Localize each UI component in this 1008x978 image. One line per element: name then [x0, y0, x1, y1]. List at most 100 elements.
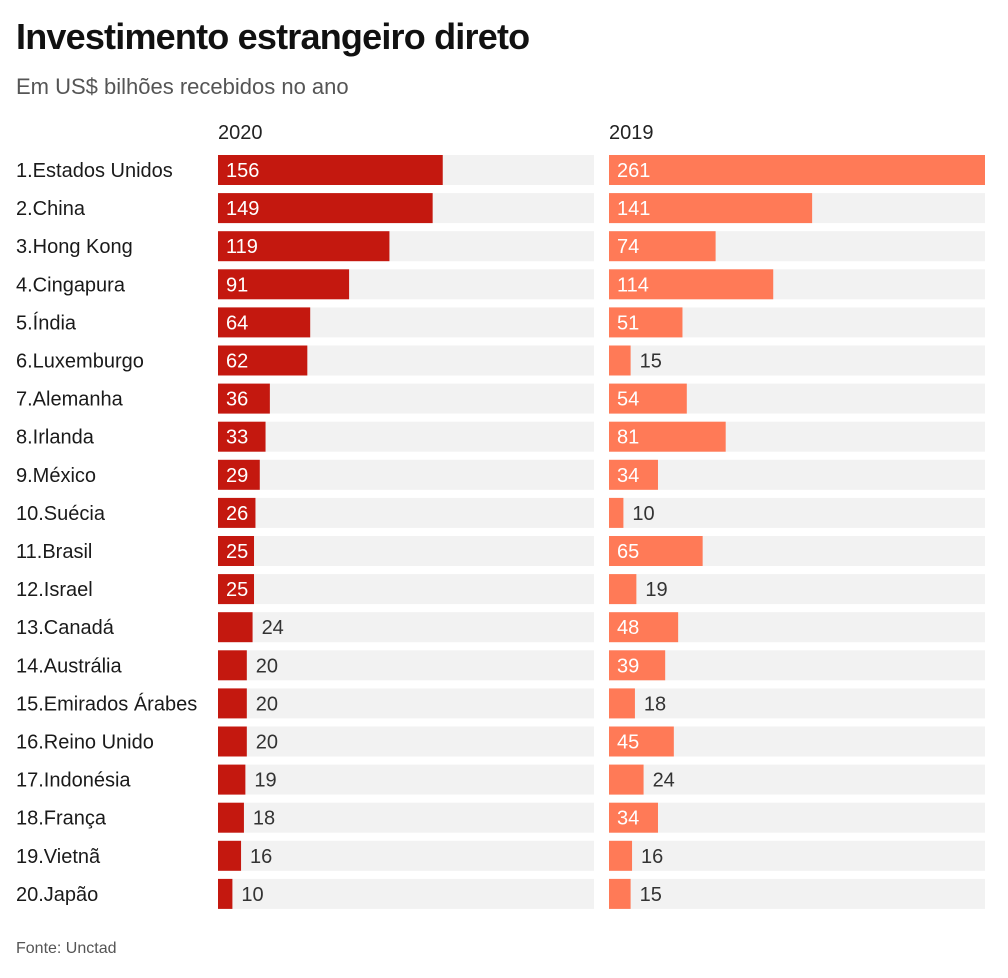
category-label: 2.China [16, 198, 86, 220]
chart-subtitle: Em US$ bilhões recebidos no ano [16, 74, 349, 99]
bar-track-2020 [218, 421, 594, 452]
category-label: 9.México [16, 465, 96, 487]
bar-track-2020 [218, 840, 594, 871]
bar-track-2020 [218, 650, 594, 681]
value-label-2020: 19 [254, 770, 276, 792]
bar-track-2019 [609, 802, 985, 833]
value-label-2020: 20 [256, 655, 278, 677]
value-label-2019: 19 [645, 579, 667, 601]
bar-2020 [218, 802, 244, 833]
bar-track-2019 [609, 688, 985, 719]
bar-2020 [218, 764, 246, 795]
category-label: 14.Austrália [16, 655, 122, 677]
bar-2019 [609, 764, 644, 795]
bar-2019 [609, 459, 658, 490]
category-label: 19.Vietnã [16, 846, 101, 868]
source-note: Fonte: Unctad [16, 940, 117, 957]
category-label: 11.Brasil [16, 541, 92, 563]
bar-2020 [218, 574, 255, 605]
value-label-2019: 34 [617, 465, 639, 487]
bar-track-2019 [609, 345, 985, 376]
bar-2020 [218, 840, 242, 871]
bar-track-2019 [609, 764, 985, 795]
value-label-2020: 25 [226, 541, 248, 563]
value-label-2020: 18 [253, 808, 275, 830]
value-label-2020: 64 [226, 312, 248, 334]
category-label: 5.Índia [16, 311, 77, 334]
bar-2019 [609, 574, 637, 605]
bar-2020 [218, 612, 253, 643]
bar-2020 [218, 878, 233, 909]
bar-track-2020 [218, 688, 594, 719]
bar-track-2019 [609, 497, 985, 528]
value-label-2019: 114 [617, 274, 649, 296]
value-label-2020: 25 [226, 579, 248, 601]
value-label-2020: 149 [226, 198, 259, 220]
value-label-2019: 24 [653, 770, 675, 792]
category-label: 1.Estados Unidos [16, 160, 173, 182]
bar-2019 [609, 840, 633, 871]
value-label-2019: 45 [617, 732, 639, 754]
value-label-2019: 10 [632, 503, 654, 525]
bar-2019 [609, 193, 813, 224]
column-header-2020: 2020 [218, 122, 263, 144]
value-label-2019: 141 [617, 198, 650, 220]
bar-2020 [218, 269, 350, 300]
bar-track-2019 [609, 459, 985, 490]
value-label-2019: 74 [617, 236, 639, 258]
chart-title: Investimento estrangeiro direto [16, 16, 530, 57]
category-label: 17.Indonésia [16, 770, 131, 792]
bar-2019 [609, 612, 679, 643]
value-label-2020: 36 [226, 389, 248, 411]
bar-2019 [609, 650, 666, 681]
bar-2020 [218, 536, 255, 566]
bar-2019 [609, 345, 631, 376]
value-label-2020: 24 [262, 617, 284, 639]
bar-track-2019 [609, 878, 985, 909]
value-label-2020: 20 [256, 693, 278, 715]
category-label: 20.Japão [16, 884, 98, 906]
bar-2020 [218, 193, 433, 224]
value-label-2020: 119 [226, 236, 258, 258]
bar-track-2020 [218, 497, 594, 528]
bar-2020 [218, 307, 311, 338]
value-label-2020: 16 [250, 846, 272, 868]
bar-track-2020 [218, 612, 594, 643]
value-label-2019: 16 [641, 846, 663, 868]
bar-track-2020 [218, 726, 594, 757]
value-label-2019: 51 [617, 312, 639, 334]
bar-2020 [218, 497, 256, 528]
value-label-2019: 48 [617, 617, 639, 639]
category-label: 10.Suécia [16, 503, 106, 525]
value-label-2020: 10 [241, 884, 263, 906]
value-label-2020: 91 [226, 274, 248, 296]
bar-2020 [218, 726, 247, 757]
bar-2020 [218, 459, 260, 490]
bar-2019 [609, 802, 658, 833]
bar-2020 [218, 383, 270, 414]
value-label-2020: 26 [226, 503, 248, 525]
bar-track-2020 [218, 383, 594, 414]
bar-2020 [218, 345, 308, 376]
bar-2020 [218, 231, 390, 262]
bar-track-2020 [218, 764, 594, 795]
bar-2019 [609, 421, 726, 452]
value-label-2020: 33 [226, 427, 248, 449]
bar-2019 [609, 726, 674, 757]
bar-2019 [609, 383, 687, 414]
bar-track-2019 [609, 840, 985, 871]
value-label-2020: 29 [226, 465, 248, 487]
bar-track-2019 [609, 574, 985, 605]
bar-track-2020 [218, 459, 594, 490]
column-header-2019: 2019 [609, 122, 654, 144]
bar-2020 [218, 421, 266, 452]
bar-track-2019 [609, 650, 985, 681]
value-label-2019: 261 [617, 160, 650, 182]
category-label: 13.Canadá [16, 617, 115, 639]
value-label-2019: 54 [617, 389, 639, 411]
category-label: 8.Irlanda [16, 427, 95, 449]
bar-2019 [609, 269, 774, 300]
bar-chart: 1.Estados Unidos 156 261 2.China 149 141 3.Hon… [16, 155, 985, 909]
value-label-2020: 62 [226, 351, 248, 373]
bar-track-2020 [218, 878, 594, 909]
